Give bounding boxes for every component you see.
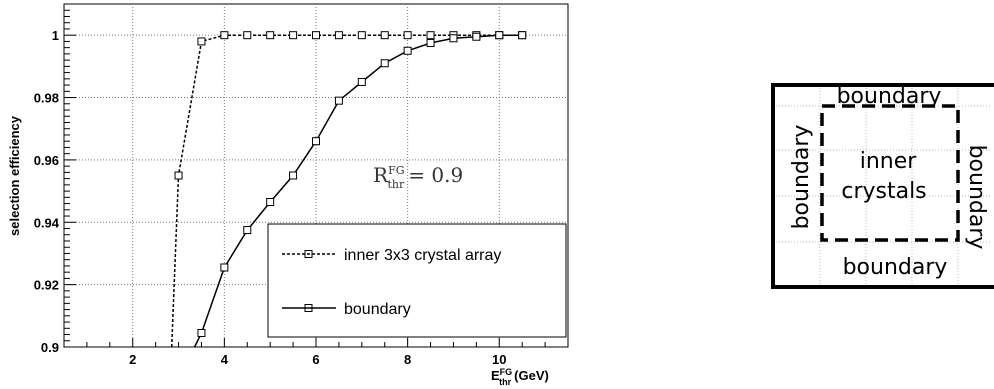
crystal-diagram: boundary boundary boundary boundary inne…	[771, 83, 994, 289]
legend-marker-boundary	[304, 304, 313, 312]
series-1-marker	[449, 34, 458, 43]
series-1-marker	[220, 263, 229, 272]
series-1-marker	[403, 46, 412, 55]
efficiency-chart: 2 4 6 8 10 0.9 0.92 0.94 0.96 0.98 1 selection eff…	[7, 3, 569, 387]
series-0-marker	[312, 31, 320, 40]
series-line-1	[193, 34, 523, 348]
threshold-annotation: RFG thr = 0.9	[373, 163, 463, 191]
inner-label-line2: crystals	[841, 179, 926, 204]
inner-label-line1: inner	[860, 149, 918, 174]
diagram-outer-frame	[771, 83, 994, 289]
x-tick-label: 6	[312, 352, 319, 367]
boundary-label-top: boundary	[837, 84, 942, 109]
boundary-label-left: boundary	[789, 125, 814, 230]
x-axis-label: EFG thr (GeV)	[491, 367, 549, 387]
y-tick-label: 0.92	[34, 278, 59, 293]
legend: inner 3x3 crystal array boundary	[267, 223, 567, 338]
y-axis-label: selection efficiency	[7, 115, 22, 236]
series-0-marker	[357, 31, 366, 40]
series-1-marker	[266, 198, 275, 207]
series-1-marker	[312, 137, 320, 146]
inner-crystals-region	[820, 104, 960, 242]
legend-label-boundary: boundary	[344, 301, 411, 318]
y-tick-label: 0.94	[34, 215, 60, 230]
boundary-label-right: boundary	[964, 145, 989, 250]
annotation-rest: = 0.9	[408, 163, 463, 187]
annotation-sup: FG	[388, 164, 404, 177]
series-0-marker	[380, 31, 389, 40]
series-0-marker	[174, 171, 183, 180]
x-axis-label-unit: (GeV)	[514, 368, 549, 383]
series-1-marker	[243, 226, 252, 235]
series-1-marker	[426, 38, 435, 47]
series-0-marker	[243, 31, 252, 40]
axis-ticks: 2 4 6 8 10 0.9 0.92 0.94 0.96 0.98 1	[34, 9, 546, 367]
x-axis-label-sup: FG	[500, 367, 513, 377]
x-tick-label: 8	[404, 352, 411, 367]
series-0-marker	[403, 31, 412, 40]
series-0-marker	[266, 31, 275, 40]
series-1-marker	[380, 59, 389, 68]
series-group	[170, 31, 527, 348]
x-tick-label: 10	[492, 352, 506, 367]
legend-label-inner: inner 3x3 crystal array	[344, 247, 501, 264]
annotation-main: R	[373, 163, 389, 187]
series-0-marker	[289, 31, 298, 40]
x-axis-label-main: E	[491, 368, 500, 383]
legend-frame	[267, 223, 567, 338]
legend-marker-inner	[304, 250, 313, 258]
annotation-sub: thr	[387, 178, 405, 191]
series-1-marker	[197, 328, 206, 337]
y-tick-label: 0.9	[41, 340, 59, 355]
x-tick-label: 4	[221, 352, 229, 367]
series-1-marker	[334, 96, 343, 105]
y-tick-label: 0.98	[34, 91, 59, 106]
series-1-marker	[472, 32, 481, 41]
series-1-marker	[289, 171, 298, 180]
series-0-marker	[197, 37, 206, 46]
series-0-marker	[426, 31, 435, 40]
series-1-marker	[357, 77, 366, 86]
y-tick-label: 1	[52, 28, 59, 43]
x-tick-label: 2	[129, 352, 136, 367]
series-1-marker	[495, 31, 504, 40]
series-1-marker	[518, 31, 527, 40]
crystal-grid-lines	[773, 85, 992, 287]
series-0-marker	[334, 31, 343, 40]
boundary-label-bottom: boundary	[843, 255, 948, 280]
x-axis-label-sub: thr	[499, 377, 511, 387]
y-tick-label: 0.96	[34, 153, 59, 168]
series-0-marker	[220, 31, 229, 40]
